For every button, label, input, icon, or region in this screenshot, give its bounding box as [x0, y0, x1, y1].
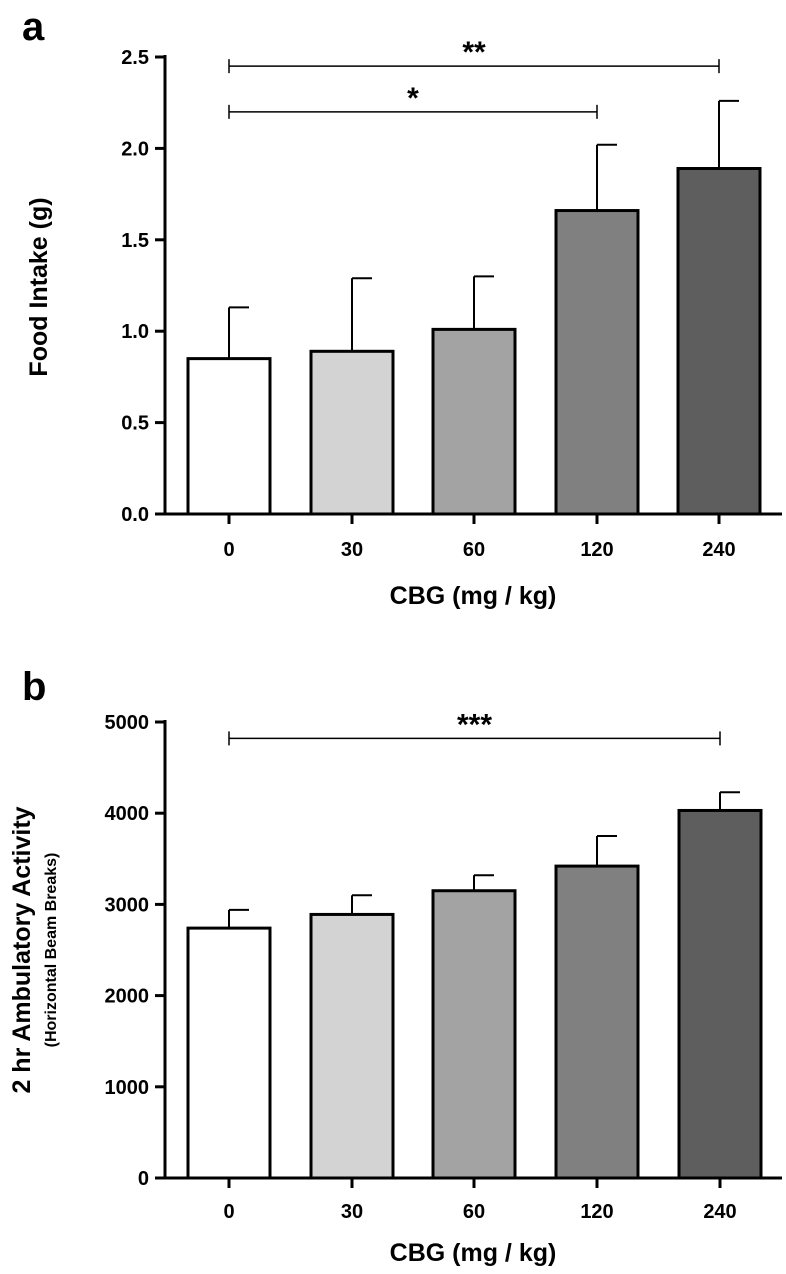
panel-b-y-axis-subtitle: (Horizontal Beam Breaks) — [43, 853, 60, 1048]
panel-b-x-tick-label-2: 60 — [463, 1201, 485, 1223]
panel-a-y-tick-label-3: 1.5 — [121, 230, 149, 252]
panel-b-y-tick-label-4: 4000 — [105, 803, 150, 825]
panel-a-y-tick-label-5: 2.5 — [121, 47, 149, 69]
panel-b-x-tick-label-4: 240 — [703, 1201, 736, 1223]
panel-b-y-tick-label-3: 3000 — [105, 894, 150, 916]
panel-a-bar-3 — [554, 209, 640, 516]
panel-a-x-tick-label-4: 240 — [702, 539, 735, 561]
panel-a-x-tick-label-1: 30 — [341, 539, 363, 561]
panel-b-y-tick-label-0: 0 — [138, 1168, 149, 1190]
panel-a-letter: a — [22, 5, 45, 49]
panel-b-bar-1 — [309, 912, 395, 1180]
panel-a-x-tick-label-3: 120 — [580, 539, 613, 561]
panel-b-x-axis-title: CBG (mg / kg) — [390, 1239, 557, 1267]
panel-b-sig-label-0: *** — [457, 708, 492, 741]
panel-b-marks: 0 1000 2000 3000 4000 5000 0 30 60 120 240 *** — [105, 708, 782, 1223]
panel-b-bar-2 — [431, 889, 517, 1180]
panel-a-x-tick-label-2: 60 — [463, 539, 485, 561]
panel-b-x-tick-label-1: 30 — [341, 1201, 363, 1223]
panel-a-bar-2 — [431, 327, 517, 516]
panel-b-x-tick-label-3: 120 — [580, 1201, 613, 1223]
panel-a-y-tick-label-4: 2.0 — [121, 138, 149, 160]
panel-b-letter: b — [22, 665, 46, 709]
panel-b-x-tick-label-0: 0 — [223, 1201, 234, 1223]
panel-a-x-axis-title: CBG (mg / kg) — [390, 582, 557, 610]
panel-a: a 0.00.51.01.52.02.50 30 60 120 240*** CBG (… — [22, 5, 782, 610]
panel-a-y-axis-title: Food Intake (g) — [25, 197, 53, 376]
panel-a-y-tick-label-1: 0.5 — [121, 413, 149, 435]
panel-a-y-tick-label-0: 0.0 — [121, 504, 149, 526]
panel-a-y-tick-label-2: 1.0 — [121, 321, 149, 343]
panel-b-y-tick-label-2: 2000 — [105, 986, 150, 1008]
panel-b: b 0 1000 2000 3000 4000 5000 0 30 60 120 240 *** CB… — [8, 665, 782, 1267]
panel-a-marks: 0.00.51.01.52.02.50 30 60 120 240*** — [121, 36, 782, 561]
panel-b-y-tick-label-1: 1000 — [105, 1077, 150, 1099]
panel-a-x-tick-label-0: 0 — [223, 539, 234, 561]
panel-b-bar-0 — [186, 926, 272, 1180]
panel-a-bar-1 — [309, 349, 395, 516]
panel-a-sig-label-1: ** — [462, 36, 486, 69]
panel-a-bar-0 — [186, 357, 272, 516]
panel-b-bar-3 — [554, 864, 640, 1180]
panel-a-bar-4 — [676, 167, 762, 516]
panel-b-bar-4 — [677, 808, 763, 1180]
panel-b-y-tick-label-5: 5000 — [105, 712, 150, 734]
panel-b-y-axis-title: 2 hr Ambulatory Activity — [8, 806, 36, 1093]
panel-a-sig-label-0: * — [407, 82, 419, 115]
